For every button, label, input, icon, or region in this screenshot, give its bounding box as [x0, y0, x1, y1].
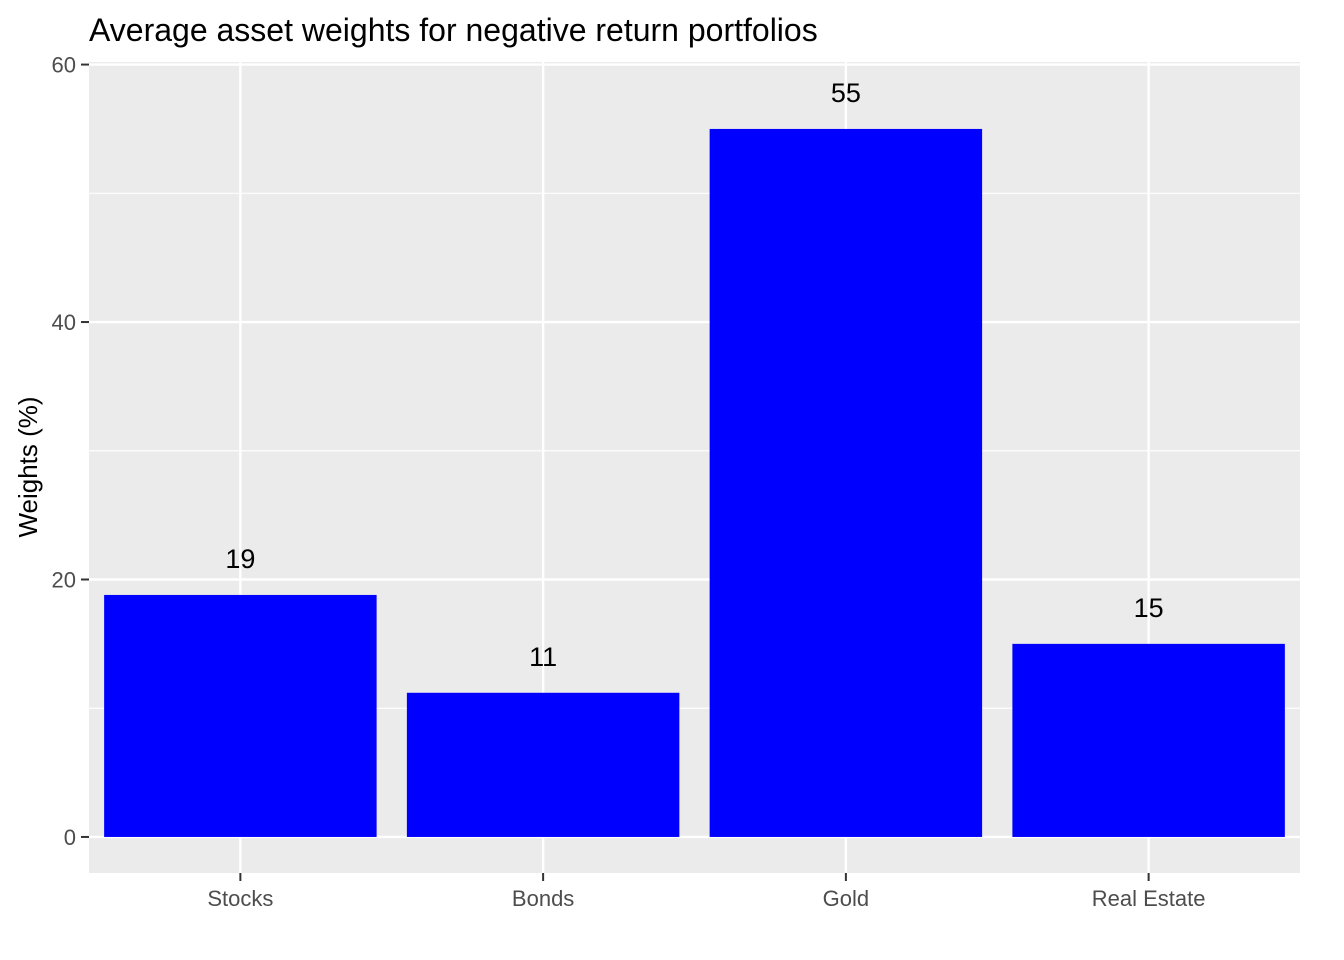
data-label: 55 [831, 78, 861, 108]
y-tick-label: 40 [52, 310, 76, 335]
x-tick-label: Stocks [207, 886, 273, 911]
bar-bonds [406, 692, 680, 837]
bar-gold [709, 128, 983, 837]
data-label: 11 [529, 642, 557, 672]
x-tick-label: Bonds [512, 886, 574, 911]
x-tick-label: Real Estate [1092, 886, 1206, 911]
bar-real-estate [1012, 643, 1285, 837]
x-tick-label: Gold [823, 886, 869, 911]
chart-title: Average asset weights for negative retur… [89, 12, 818, 48]
x-axis: Stocks Bonds Gold Real Estate [207, 873, 1205, 911]
y-axis: 0 20 40 60 [52, 53, 89, 850]
bars [104, 128, 1285, 837]
bar-stocks [104, 594, 377, 837]
data-label: 15 [1134, 593, 1164, 623]
data-label: 19 [225, 544, 255, 574]
y-tick-label: 0 [64, 825, 76, 850]
y-tick-label: 60 [52, 53, 76, 78]
y-axis-label: Weights (%) [13, 396, 43, 537]
y-tick-label: 20 [52, 567, 76, 592]
data-labels: 19 11 55 15 [225, 78, 1163, 672]
